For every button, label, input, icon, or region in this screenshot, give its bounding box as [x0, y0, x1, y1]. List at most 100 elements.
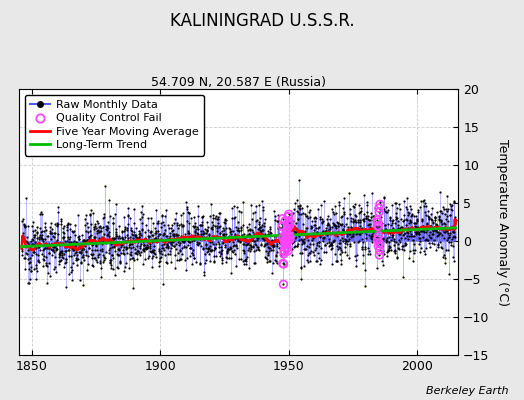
- Point: [402, 233, 411, 239]
- Point: [179, 222, 187, 229]
- Point: [300, 263, 309, 269]
- Point: [284, 221, 292, 227]
- Point: [114, 246, 123, 252]
- Point: [302, 224, 310, 231]
- Point: [286, 222, 294, 228]
- Point: [313, 240, 321, 246]
- Point: [195, 233, 203, 239]
- Point: [230, 246, 238, 253]
- Point: [263, 240, 271, 247]
- Point: [133, 256, 141, 262]
- Point: [236, 236, 244, 242]
- Point: [296, 202, 304, 208]
- Point: [225, 233, 233, 239]
- Point: [194, 242, 203, 248]
- Point: [102, 249, 111, 255]
- Point: [277, 240, 286, 247]
- Point: [374, 236, 382, 243]
- Point: [362, 213, 370, 219]
- Point: [311, 214, 319, 220]
- Point: [130, 257, 138, 263]
- Point: [127, 249, 135, 256]
- Point: [244, 240, 253, 247]
- Point: [272, 252, 280, 258]
- Point: [235, 233, 243, 240]
- Point: [312, 257, 320, 264]
- Point: [443, 207, 452, 214]
- Point: [170, 233, 179, 239]
- Point: [335, 245, 344, 251]
- Point: [311, 246, 319, 253]
- Point: [63, 224, 71, 230]
- Point: [158, 219, 167, 225]
- Point: [337, 234, 346, 241]
- Point: [108, 237, 116, 244]
- Point: [75, 240, 84, 247]
- Point: [279, 260, 287, 267]
- Point: [446, 203, 455, 209]
- Point: [34, 252, 42, 258]
- Point: [194, 212, 202, 219]
- Point: [85, 211, 94, 218]
- Point: [39, 238, 47, 244]
- Point: [332, 210, 340, 217]
- Point: [193, 231, 202, 237]
- Point: [176, 240, 184, 246]
- Point: [225, 238, 233, 244]
- Point: [270, 217, 279, 223]
- Point: [36, 247, 44, 253]
- Point: [188, 237, 196, 244]
- Point: [360, 216, 368, 222]
- Point: [361, 282, 369, 289]
- Point: [39, 247, 48, 253]
- Point: [104, 237, 112, 243]
- Point: [221, 217, 230, 224]
- Point: [215, 224, 223, 230]
- Point: [273, 249, 281, 255]
- Point: [236, 239, 244, 245]
- Point: [59, 251, 68, 257]
- Point: [448, 202, 456, 208]
- Point: [443, 213, 451, 220]
- Point: [441, 210, 449, 217]
- Point: [423, 221, 431, 227]
- Point: [369, 216, 377, 223]
- Point: [164, 251, 172, 257]
- Point: [326, 242, 334, 248]
- Point: [353, 252, 361, 259]
- Point: [67, 238, 75, 245]
- Point: [263, 240, 271, 246]
- Point: [35, 242, 43, 248]
- Point: [94, 229, 103, 236]
- Point: [242, 261, 250, 267]
- Point: [29, 219, 37, 225]
- Point: [339, 237, 347, 244]
- Point: [125, 238, 134, 244]
- Point: [323, 216, 331, 222]
- Point: [171, 216, 179, 222]
- Point: [258, 222, 266, 228]
- Point: [380, 194, 388, 201]
- Point: [281, 235, 290, 242]
- Point: [159, 232, 167, 238]
- Point: [32, 265, 40, 272]
- Point: [324, 238, 333, 245]
- Point: [357, 236, 366, 242]
- Point: [400, 242, 409, 248]
- Point: [280, 239, 289, 245]
- Point: [110, 244, 118, 250]
- Point: [450, 198, 458, 205]
- Point: [90, 234, 98, 240]
- Point: [410, 220, 419, 226]
- Point: [107, 262, 115, 268]
- Point: [267, 241, 276, 247]
- Point: [146, 242, 155, 249]
- Point: [101, 237, 110, 243]
- Point: [257, 228, 265, 234]
- Point: [234, 227, 243, 234]
- Point: [178, 238, 187, 244]
- Point: [299, 238, 308, 245]
- Point: [423, 208, 432, 214]
- Point: [200, 229, 208, 236]
- Point: [306, 241, 314, 247]
